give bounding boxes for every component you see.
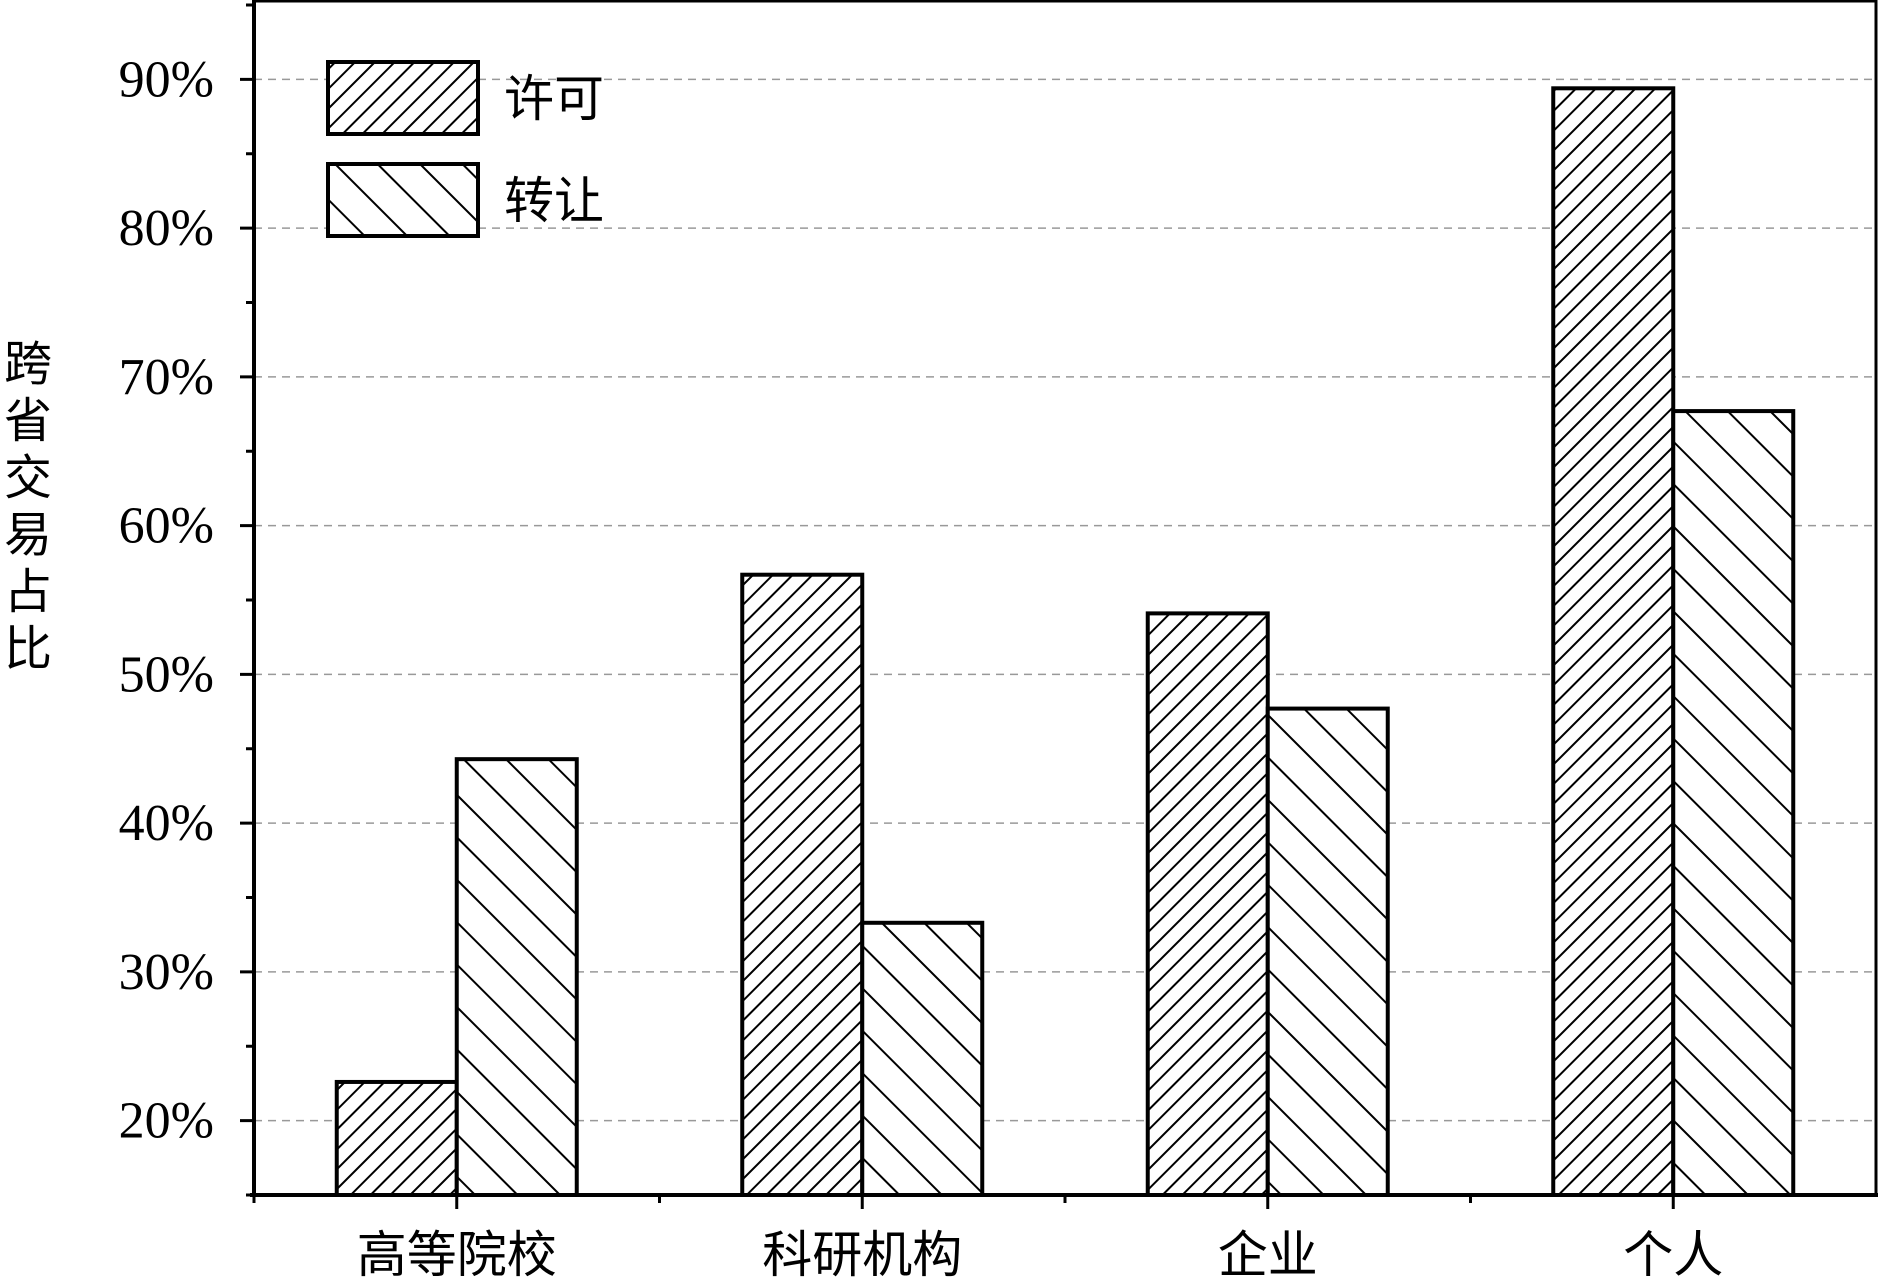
y-tick-labels: 20% 30% 40% 50% 60% 70% 80% 90% xyxy=(119,51,214,1149)
y-axis-label-char: 易 xyxy=(4,507,52,563)
x-category-labels: 高等院校 科研机构 企业 个人 xyxy=(357,1226,1724,1282)
bar-转让-科研机构 xyxy=(860,920,985,1197)
y-axis-label-char: 交 xyxy=(4,450,52,506)
y-tick-label: 50% xyxy=(119,646,214,703)
axes xyxy=(240,0,1878,1209)
y-axis-label-char: 比 xyxy=(4,621,52,677)
y-tick-label: 90% xyxy=(119,51,214,108)
bar-许可-高等院校 xyxy=(334,1079,459,1197)
legend-swatch-许可 xyxy=(326,60,480,136)
y-axis-label: 跨省交易占比 xyxy=(4,336,52,677)
bar-转让-个人 xyxy=(1671,409,1796,1197)
y-tick-label: 80% xyxy=(119,200,214,257)
y-tick-label: 40% xyxy=(119,795,214,852)
x-category-label: 个人 xyxy=(1623,1226,1723,1282)
bar-转让-企业 xyxy=(1265,706,1390,1198)
bar-许可-企业 xyxy=(1145,611,1270,1197)
y-tick-label: 20% xyxy=(119,1093,214,1150)
x-category-label: 科研机构 xyxy=(762,1226,962,1282)
legend-swatch-转让 xyxy=(326,162,480,238)
bar-转让-高等院校 xyxy=(454,757,579,1197)
legend-label: 许可 xyxy=(504,70,604,128)
x-category-label: 高等院校 xyxy=(357,1226,557,1282)
y-axis-label-char: 跨 xyxy=(4,336,52,392)
y-tick-label: 70% xyxy=(119,349,214,406)
bar-许可-个人 xyxy=(1551,86,1676,1197)
y-axis-label-char: 占 xyxy=(4,564,52,620)
bar-许可-科研机构 xyxy=(740,572,865,1197)
x-category-label: 企业 xyxy=(1218,1226,1318,1282)
y-axis-label-char: 省 xyxy=(4,393,52,449)
y-tick-label: 30% xyxy=(119,944,214,1001)
legend-label: 转让 xyxy=(504,172,604,230)
y-tick-label: 60% xyxy=(119,498,214,555)
bars xyxy=(334,86,1796,1198)
